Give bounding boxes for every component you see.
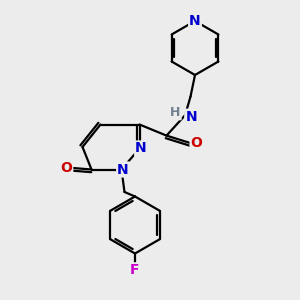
Text: O: O [60, 161, 72, 175]
Text: N: N [185, 110, 197, 124]
Text: O: O [190, 136, 202, 150]
Text: N: N [117, 163, 129, 176]
Text: N: N [189, 14, 201, 28]
Text: H: H [170, 106, 181, 119]
Text: N: N [135, 142, 147, 155]
Text: F: F [130, 263, 140, 277]
